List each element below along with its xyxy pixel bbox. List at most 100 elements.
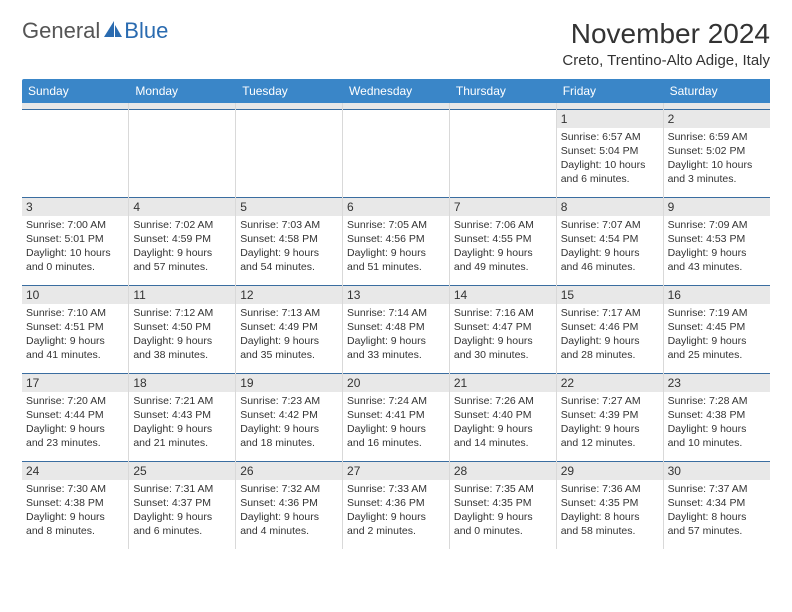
day-number: 25 — [129, 462, 235, 480]
day-details: Sunrise: 7:03 AMSunset: 4:58 PMDaylight:… — [236, 216, 342, 275]
day-header-saturday: Saturday — [663, 79, 770, 103]
day-cell: 26Sunrise: 7:32 AMSunset: 4:36 PMDayligh… — [236, 461, 343, 549]
day-cell: 10Sunrise: 7:10 AMSunset: 4:51 PMDayligh… — [22, 285, 129, 373]
day-cell: 8Sunrise: 7:07 AMSunset: 4:54 PMDaylight… — [556, 197, 663, 285]
day-number: 16 — [664, 286, 770, 304]
day-header-monday: Monday — [129, 79, 236, 103]
day-cell: 1Sunrise: 6:57 AMSunset: 5:04 PMDaylight… — [556, 109, 663, 197]
day-cell: 29Sunrise: 7:36 AMSunset: 4:35 PMDayligh… — [556, 461, 663, 549]
day-details: Sunrise: 7:10 AMSunset: 4:51 PMDaylight:… — [22, 304, 128, 363]
day-number: 29 — [557, 462, 663, 480]
week-row: 10Sunrise: 7:10 AMSunset: 4:51 PMDayligh… — [22, 285, 770, 373]
day-number: 20 — [343, 374, 449, 392]
day-number: 13 — [343, 286, 449, 304]
day-number: 2 — [664, 110, 770, 128]
day-details: Sunrise: 6:59 AMSunset: 5:02 PMDaylight:… — [664, 128, 770, 187]
day-details: Sunrise: 7:06 AMSunset: 4:55 PMDaylight:… — [450, 216, 556, 275]
day-cell: 22Sunrise: 7:27 AMSunset: 4:39 PMDayligh… — [556, 373, 663, 461]
calendar-table: SundayMondayTuesdayWednesdayThursdayFrid… — [22, 79, 770, 549]
day-cell: 6Sunrise: 7:05 AMSunset: 4:56 PMDaylight… — [343, 197, 450, 285]
calendar-page: General Blue November 2024 Creto, Trenti… — [0, 0, 792, 559]
day-cell — [22, 109, 129, 197]
day-details: Sunrise: 7:09 AMSunset: 4:53 PMDaylight:… — [664, 216, 770, 275]
day-number: 26 — [236, 462, 342, 480]
day-number: 10 — [22, 286, 128, 304]
day-header-sunday: Sunday — [22, 79, 129, 103]
day-details: Sunrise: 7:36 AMSunset: 4:35 PMDaylight:… — [557, 480, 663, 539]
day-details: Sunrise: 7:19 AMSunset: 4:45 PMDaylight:… — [664, 304, 770, 363]
day-number: 5 — [236, 198, 342, 216]
day-cell: 28Sunrise: 7:35 AMSunset: 4:35 PMDayligh… — [449, 461, 556, 549]
day-cell: 4Sunrise: 7:02 AMSunset: 4:59 PMDaylight… — [129, 197, 236, 285]
day-cell: 11Sunrise: 7:12 AMSunset: 4:50 PMDayligh… — [129, 285, 236, 373]
title-block: November 2024 Creto, Trentino-Alto Adige… — [562, 18, 770, 69]
day-details: Sunrise: 7:32 AMSunset: 4:36 PMDaylight:… — [236, 480, 342, 539]
day-cell: 3Sunrise: 7:00 AMSunset: 5:01 PMDaylight… — [22, 197, 129, 285]
day-number: 19 — [236, 374, 342, 392]
week-row: 1Sunrise: 6:57 AMSunset: 5:04 PMDaylight… — [22, 109, 770, 197]
day-number: 15 — [557, 286, 663, 304]
day-header-thursday: Thursday — [449, 79, 556, 103]
day-details: Sunrise: 7:02 AMSunset: 4:59 PMDaylight:… — [129, 216, 235, 275]
day-details: Sunrise: 7:23 AMSunset: 4:42 PMDaylight:… — [236, 392, 342, 451]
day-number: 14 — [450, 286, 556, 304]
day-header-wednesday: Wednesday — [343, 79, 450, 103]
day-details: Sunrise: 7:16 AMSunset: 4:47 PMDaylight:… — [450, 304, 556, 363]
day-cell: 21Sunrise: 7:26 AMSunset: 4:40 PMDayligh… — [449, 373, 556, 461]
location: Creto, Trentino-Alto Adige, Italy — [562, 52, 770, 69]
day-number: 7 — [450, 198, 556, 216]
day-cell: 14Sunrise: 7:16 AMSunset: 4:47 PMDayligh… — [449, 285, 556, 373]
day-details: Sunrise: 7:35 AMSunset: 4:35 PMDaylight:… — [450, 480, 556, 539]
day-header-friday: Friday — [556, 79, 663, 103]
day-details: Sunrise: 7:14 AMSunset: 4:48 PMDaylight:… — [343, 304, 449, 363]
day-cell: 19Sunrise: 7:23 AMSunset: 4:42 PMDayligh… — [236, 373, 343, 461]
day-number: 4 — [129, 198, 235, 216]
header: General Blue November 2024 Creto, Trenti… — [22, 18, 770, 69]
day-number: 30 — [664, 462, 770, 480]
day-cell: 27Sunrise: 7:33 AMSunset: 4:36 PMDayligh… — [343, 461, 450, 549]
day-cell: 24Sunrise: 7:30 AMSunset: 4:38 PMDayligh… — [22, 461, 129, 549]
day-cell: 23Sunrise: 7:28 AMSunset: 4:38 PMDayligh… — [663, 373, 770, 461]
day-details: Sunrise: 7:26 AMSunset: 4:40 PMDaylight:… — [450, 392, 556, 451]
logo-text-blue: Blue — [124, 18, 168, 44]
month-title: November 2024 — [562, 18, 770, 50]
day-cell: 20Sunrise: 7:24 AMSunset: 4:41 PMDayligh… — [343, 373, 450, 461]
day-header-tuesday: Tuesday — [236, 79, 343, 103]
day-header-row: SundayMondayTuesdayWednesdayThursdayFrid… — [22, 79, 770, 103]
day-number: 11 — [129, 286, 235, 304]
day-number: 24 — [22, 462, 128, 480]
day-cell: 15Sunrise: 7:17 AMSunset: 4:46 PMDayligh… — [556, 285, 663, 373]
day-number: 6 — [343, 198, 449, 216]
day-number: 21 — [450, 374, 556, 392]
day-number: 8 — [557, 198, 663, 216]
day-details: Sunrise: 7:17 AMSunset: 4:46 PMDaylight:… — [557, 304, 663, 363]
day-number: 17 — [22, 374, 128, 392]
day-details: Sunrise: 7:05 AMSunset: 4:56 PMDaylight:… — [343, 216, 449, 275]
day-number: 22 — [557, 374, 663, 392]
day-details: Sunrise: 7:24 AMSunset: 4:41 PMDaylight:… — [343, 392, 449, 451]
day-cell: 12Sunrise: 7:13 AMSunset: 4:49 PMDayligh… — [236, 285, 343, 373]
day-details: Sunrise: 7:07 AMSunset: 4:54 PMDaylight:… — [557, 216, 663, 275]
day-cell: 9Sunrise: 7:09 AMSunset: 4:53 PMDaylight… — [663, 197, 770, 285]
day-details: Sunrise: 7:30 AMSunset: 4:38 PMDaylight:… — [22, 480, 128, 539]
day-number: 18 — [129, 374, 235, 392]
day-cell: 16Sunrise: 7:19 AMSunset: 4:45 PMDayligh… — [663, 285, 770, 373]
day-cell — [236, 109, 343, 197]
day-cell: 2Sunrise: 6:59 AMSunset: 5:02 PMDaylight… — [663, 109, 770, 197]
day-details: Sunrise: 7:27 AMSunset: 4:39 PMDaylight:… — [557, 392, 663, 451]
day-cell: 30Sunrise: 7:37 AMSunset: 4:34 PMDayligh… — [663, 461, 770, 549]
day-number: 28 — [450, 462, 556, 480]
day-number: 23 — [664, 374, 770, 392]
day-cell: 17Sunrise: 7:20 AMSunset: 4:44 PMDayligh… — [22, 373, 129, 461]
day-details: Sunrise: 7:21 AMSunset: 4:43 PMDaylight:… — [129, 392, 235, 451]
day-cell — [129, 109, 236, 197]
logo-text-general: General — [22, 18, 100, 44]
week-row: 24Sunrise: 7:30 AMSunset: 4:38 PMDayligh… — [22, 461, 770, 549]
day-number: 3 — [22, 198, 128, 216]
day-cell: 18Sunrise: 7:21 AMSunset: 4:43 PMDayligh… — [129, 373, 236, 461]
day-details: Sunrise: 7:37 AMSunset: 4:34 PMDaylight:… — [664, 480, 770, 539]
day-number: 12 — [236, 286, 342, 304]
day-cell: 25Sunrise: 7:31 AMSunset: 4:37 PMDayligh… — [129, 461, 236, 549]
day-details: Sunrise: 7:31 AMSunset: 4:37 PMDaylight:… — [129, 480, 235, 539]
week-row: 17Sunrise: 7:20 AMSunset: 4:44 PMDayligh… — [22, 373, 770, 461]
